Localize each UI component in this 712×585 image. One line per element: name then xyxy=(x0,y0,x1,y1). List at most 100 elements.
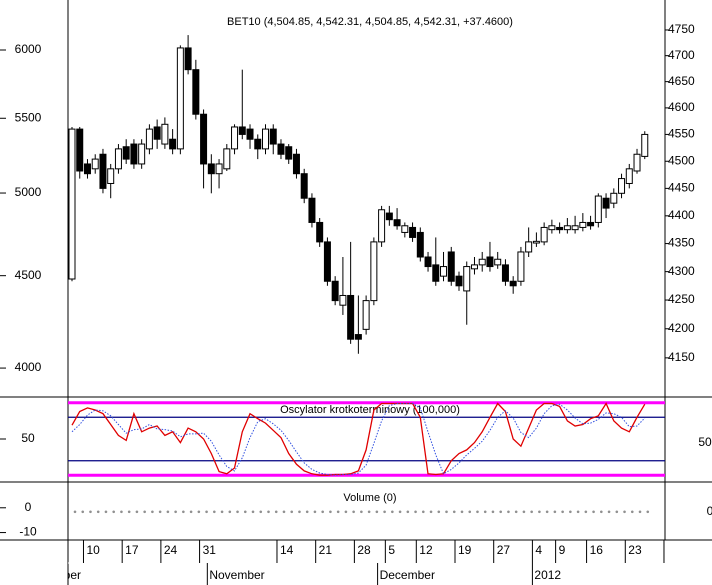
candle-body xyxy=(602,197,610,209)
candle-body xyxy=(215,163,223,175)
right-tick-label: 4500 xyxy=(668,153,695,167)
volume-dot xyxy=(321,510,324,514)
candle-body xyxy=(494,258,502,266)
candle-body xyxy=(440,266,448,277)
volume-dot xyxy=(166,510,170,514)
volume-dot xyxy=(236,510,239,514)
x-tick-label: 4 xyxy=(535,543,542,557)
oscillator-line xyxy=(71,402,646,476)
right-tick-label: 0 xyxy=(707,504,712,518)
volume-dot xyxy=(491,510,495,514)
x-tick-label: 28 xyxy=(357,543,371,557)
candle-body xyxy=(254,138,262,150)
x-tick-label: 9 xyxy=(559,543,566,557)
month-label: November xyxy=(209,568,264,582)
x-axis: 1017243114212851219274916233OctoberNovem… xyxy=(38,540,665,585)
candle-body xyxy=(231,126,239,150)
volume-dot xyxy=(267,510,270,514)
volume-dot xyxy=(143,510,146,514)
volume-dot xyxy=(112,510,115,514)
right-tick-label: 4250 xyxy=(668,292,695,306)
candle-body xyxy=(323,241,331,282)
volume-dot xyxy=(220,510,224,514)
volume-dot xyxy=(213,510,216,514)
x-tick-label: 23 xyxy=(628,543,642,557)
candle-body xyxy=(525,241,533,253)
volume-dot xyxy=(305,510,309,514)
candle-body xyxy=(114,148,122,170)
candle-body xyxy=(532,240,540,244)
volume-dot xyxy=(274,510,278,514)
volume-dot xyxy=(445,510,448,514)
volume-dot xyxy=(638,510,642,514)
volume-dot xyxy=(538,510,541,514)
candle-body xyxy=(153,126,161,140)
volume-dot xyxy=(158,510,162,514)
volume-dot xyxy=(422,510,425,514)
volume-dot xyxy=(127,510,131,514)
volume-dot xyxy=(630,510,634,514)
candle-body xyxy=(176,47,184,150)
month-label: 2012 xyxy=(534,568,561,582)
volume-dot xyxy=(398,510,402,514)
volume-dot xyxy=(243,510,247,514)
left-tick-label: 4000 xyxy=(15,360,42,374)
volume-dot xyxy=(205,510,208,514)
candle-body xyxy=(269,128,277,145)
volume-dot xyxy=(298,510,301,514)
volume-dot xyxy=(545,510,549,514)
candle-body xyxy=(184,47,192,71)
right-tick-label: 4150 xyxy=(668,350,695,364)
candle-body xyxy=(308,197,316,223)
volume-dot xyxy=(646,510,650,514)
volume-dot xyxy=(429,510,433,514)
candle-body xyxy=(316,221,324,243)
volume-dot xyxy=(151,510,154,514)
volume-dot xyxy=(600,510,603,514)
volume-dot xyxy=(468,510,472,514)
candle-body xyxy=(432,264,440,282)
candle-body xyxy=(633,153,641,172)
volume-dot xyxy=(499,510,503,514)
candle-body xyxy=(409,226,417,238)
volume-dot xyxy=(228,510,232,514)
candle-body xyxy=(587,221,595,227)
candle-body xyxy=(416,231,424,258)
month-label: October xyxy=(38,568,81,582)
volume-dot xyxy=(290,510,294,514)
candle-body xyxy=(354,334,362,340)
x-tick-label: 27 xyxy=(497,543,511,557)
x-tick-label: 21 xyxy=(319,543,333,557)
candle-body xyxy=(641,133,649,157)
candle-body xyxy=(486,256,494,268)
candle-body xyxy=(556,226,564,231)
volume-dot xyxy=(592,510,595,514)
volume-dot xyxy=(344,510,348,514)
candle-body xyxy=(300,173,308,199)
volume-dot xyxy=(522,510,526,514)
right-tick-label: 4300 xyxy=(668,264,695,278)
volume-dot xyxy=(391,510,394,514)
candle-body xyxy=(455,275,463,287)
left-tick-label: 6000 xyxy=(15,42,42,56)
candle-body xyxy=(571,225,579,231)
x-tick-label: 31 xyxy=(203,543,217,557)
volume-dot xyxy=(352,510,355,514)
candle-body xyxy=(83,163,91,175)
right-tick-label: 4200 xyxy=(668,321,695,335)
volume-dot xyxy=(197,510,201,514)
volume-dot xyxy=(73,510,77,514)
candle-body xyxy=(277,143,285,155)
candle-body xyxy=(145,128,153,150)
volume-dot xyxy=(81,510,85,514)
volume-dot xyxy=(174,510,177,514)
x-tick-label: 19 xyxy=(458,543,472,557)
right-tick-label: 4700 xyxy=(668,48,695,62)
candle-body xyxy=(262,128,269,150)
x-tick-label: 17 xyxy=(125,543,139,557)
volume-dot xyxy=(251,510,255,514)
x-tick-label: 5 xyxy=(388,543,395,557)
candle-body xyxy=(470,264,478,270)
candle-body xyxy=(169,138,177,150)
candle-body xyxy=(207,163,215,175)
